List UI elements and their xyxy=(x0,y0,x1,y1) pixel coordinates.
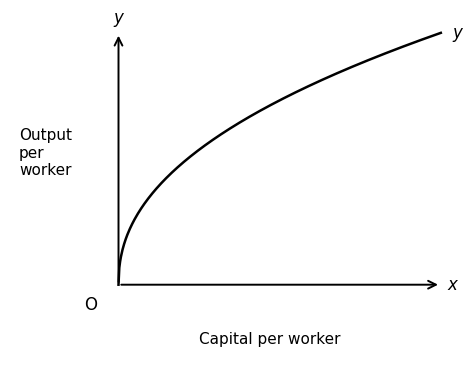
Text: x: x xyxy=(448,276,458,294)
Text: Output
per
worker: Output per worker xyxy=(19,128,72,178)
Text: O: O xyxy=(84,296,97,314)
Text: y: y xyxy=(453,24,463,42)
Text: Capital per worker: Capital per worker xyxy=(200,332,341,347)
Text: y: y xyxy=(114,9,123,27)
